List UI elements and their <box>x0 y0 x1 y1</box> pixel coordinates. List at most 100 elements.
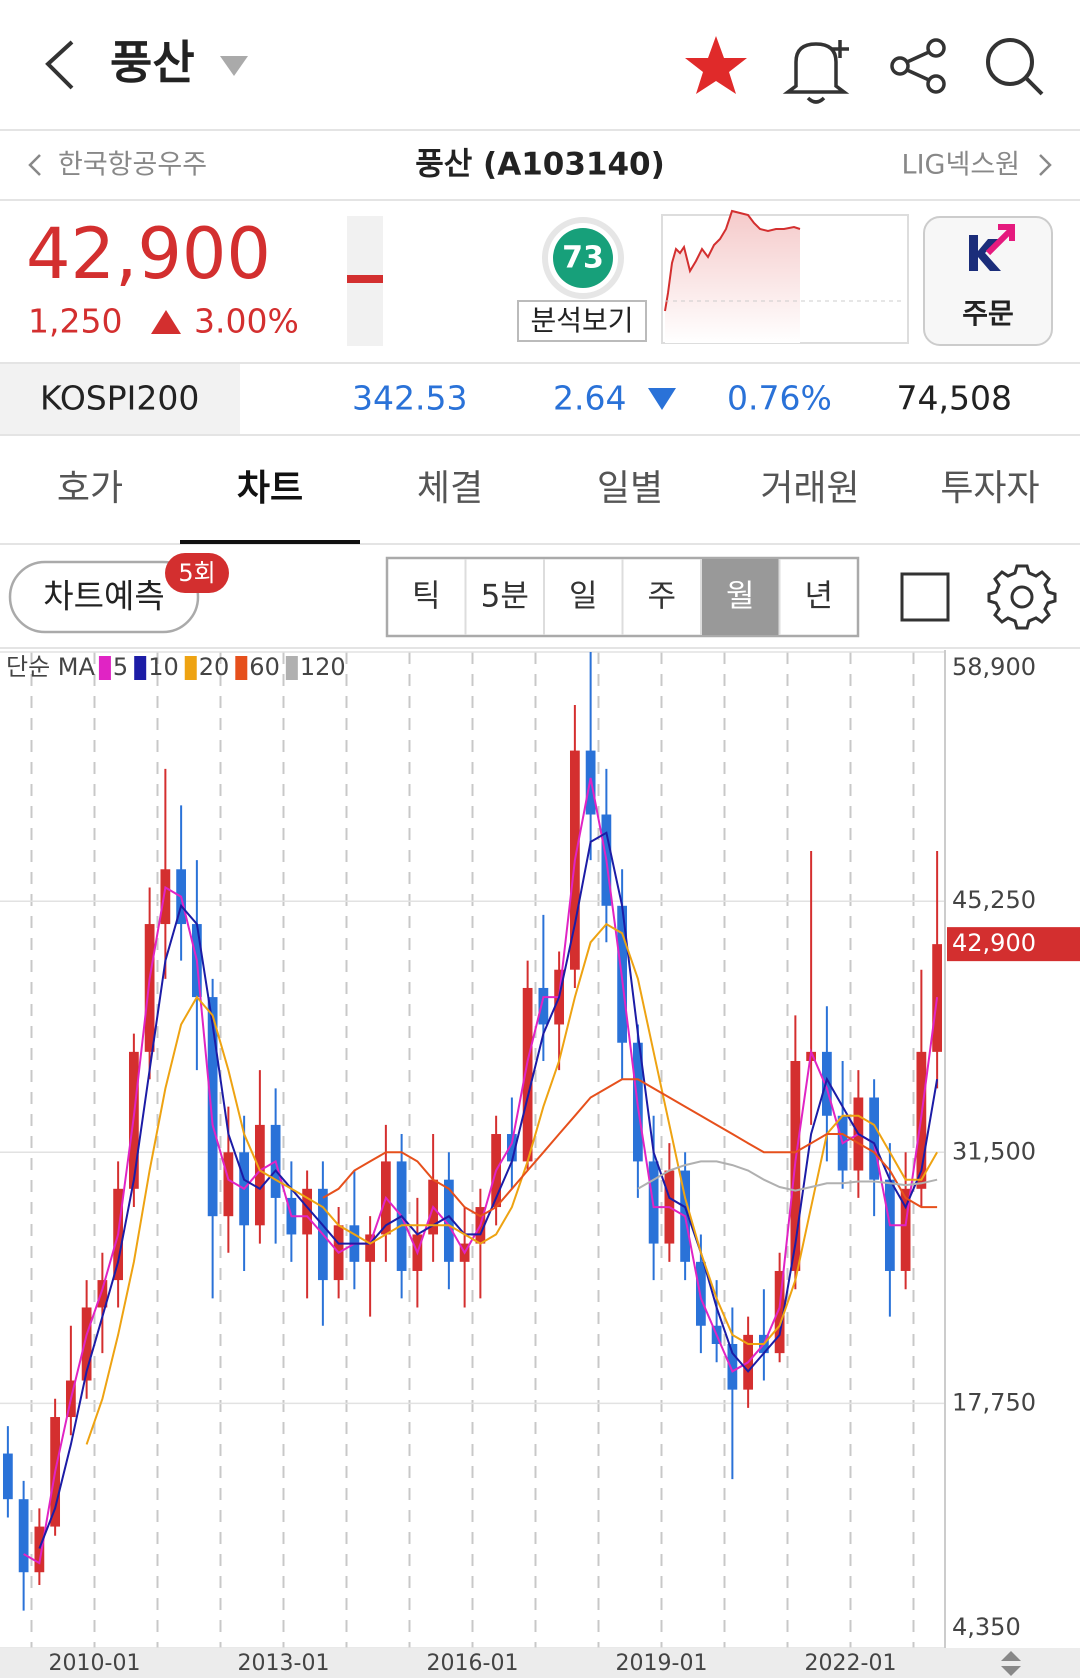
current-price: 42,900 <box>26 213 271 295</box>
legend-swatch <box>184 656 197 680</box>
divider <box>0 199 1080 201</box>
next-stock[interactable]: LIG넥스원 <box>902 150 1020 181</box>
y-tick-label: 31,500 <box>952 1137 1036 1165</box>
legend-swatch <box>134 656 147 680</box>
legend-title: 단순 MA <box>6 653 95 681</box>
sparkline <box>664 209 801 312</box>
score: 73 <box>562 241 604 276</box>
legend-label: 60 <box>249 653 280 681</box>
index-volume: 74,508 <box>897 379 1012 418</box>
y-tick-label: 58,900 <box>952 653 1036 681</box>
y-tick-label: 45,250 <box>952 886 1036 914</box>
x-tick-label: 2022-01 <box>805 1651 897 1676</box>
legend-label: 20 <box>199 653 230 681</box>
last-price-tag <box>947 927 1080 962</box>
score-badge[interactable] <box>553 228 613 288</box>
down-triangle <box>648 388 676 410</box>
prev-arrow[interactable] <box>28 154 41 176</box>
stock-name: 풍산 <box>110 36 195 90</box>
index-values: KOSPI200 342.53 2.64 0.76% 74,508 <box>40 379 1012 418</box>
tab[interactable]: 호가 <box>57 468 123 509</box>
candle-body <box>774 1270 785 1354</box>
price-range-marker <box>347 275 383 283</box>
predict-button[interactable] <box>8 560 200 634</box>
period-button[interactable]: 주 <box>647 579 676 615</box>
tab-bar: 호가 차트 체결 일별 거래원 투자자 <box>0 468 1080 545</box>
tab[interactable]: 차트 <box>237 468 303 509</box>
settings-button[interactable] <box>987 564 1057 630</box>
candle-body <box>97 1280 108 1308</box>
candle-body <box>207 997 218 1217</box>
period-button[interactable]: 틱 <box>412 579 441 615</box>
next-arrow[interactable] <box>1039 154 1052 176</box>
order-button[interactable] <box>923 216 1053 346</box>
period-button[interactable]: 일 <box>569 579 598 615</box>
candle-body <box>81 1307 92 1381</box>
index-name-cell <box>0 364 240 434</box>
stock-navigation: 한국항공우주 풍산 (A103140) LIG넥스원 <box>28 147 1052 183</box>
legend-swatch <box>235 656 248 680</box>
candlestick-chart: 단순 MA 5 10 20 60 120 4,350 17,750 31,500 45,250 58… <box>0 650 1080 1678</box>
tab[interactable]: 투자자 <box>940 468 1039 509</box>
prev-stock[interactable]: 한국항공우주 <box>58 150 207 181</box>
period-button[interactable]: 5분 <box>481 579 529 615</box>
scroll-icon[interactable] <box>1001 1651 1021 1661</box>
candle-body <box>34 1526 45 1573</box>
candle-body <box>18 1499 29 1573</box>
layout-button[interactable] <box>900 572 950 622</box>
x-axis-strip <box>0 1648 1080 1678</box>
dropdown-arrow[interactable] <box>220 56 248 76</box>
quote-panel: 42,900 1,250 3.00% 73 분석보기 주문 <box>26 209 1053 346</box>
sparkline-area <box>665 211 800 343</box>
period-button[interactable]: 년 <box>804 579 833 615</box>
index-name: KOSPI200 <box>40 379 199 418</box>
legend-label: 120 <box>300 653 346 681</box>
ma-line <box>38 831 939 1549</box>
ma-line <box>23 777 939 1565</box>
favorite-star[interactable] <box>685 36 747 94</box>
index-change-percent: 0.76% <box>727 379 832 418</box>
up-triangle <box>151 310 181 334</box>
candle-body <box>365 1234 376 1262</box>
candle-body <box>144 924 155 1052</box>
tab[interactable]: 거래원 <box>760 468 859 509</box>
divider <box>0 129 1080 131</box>
last-price-label: 42,900 <box>952 929 1036 957</box>
predict-count: 5회 <box>178 559 215 587</box>
period-button[interactable]: 월 <box>726 579 755 615</box>
candle-body <box>821 1051 832 1116</box>
candle-body <box>223 1152 234 1217</box>
x-tick-label: 2013-01 <box>238 1651 330 1676</box>
price-change: 1,250 <box>28 302 122 341</box>
analysis-label: 분석보기 <box>530 304 633 337</box>
legend-swatch <box>98 656 111 680</box>
candle-body <box>254 1124 265 1226</box>
candle-body <box>2 1453 13 1500</box>
tab[interactable]: 일별 <box>597 468 663 509</box>
x-tick-label: 2010-01 <box>49 1651 141 1676</box>
share-button[interactable] <box>890 38 946 94</box>
tab[interactable]: 체결 <box>417 468 483 509</box>
search-button[interactable] <box>986 38 1044 96</box>
order-label: 주문 <box>962 297 1014 330</box>
legend-swatch <box>285 656 298 680</box>
scroll-icon[interactable] <box>1001 1666 1021 1676</box>
x-tick-label: 2016-01 <box>427 1651 519 1676</box>
index-change: 2.64 <box>553 379 626 418</box>
score-ring <box>542 217 624 299</box>
current-stock: 풍산 (A103140) <box>415 147 665 183</box>
index-row: KOSPI200 342.53 2.64 0.76% 74,508 <box>0 362 1080 436</box>
back-button[interactable] <box>45 40 74 90</box>
order-logo-arrow <box>985 224 1015 256</box>
predict-badge <box>165 553 229 593</box>
candle-body <box>443 1179 454 1262</box>
legend-label: 10 <box>148 653 179 681</box>
alert-bell[interactable] <box>782 40 850 104</box>
candle-body <box>869 1097 880 1180</box>
analysis-button[interactable] <box>517 300 647 342</box>
candle-body <box>727 1343 738 1390</box>
legend-label: 5 <box>113 653 128 681</box>
candle-body <box>506 1134 517 1162</box>
price-change-percent: 3.00% <box>194 302 299 341</box>
